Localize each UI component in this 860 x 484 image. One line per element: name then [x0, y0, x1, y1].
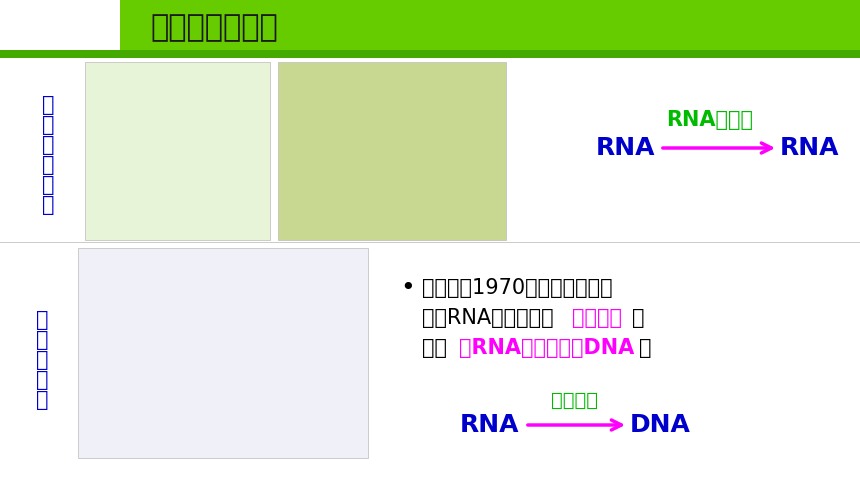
Text: RNA: RNA — [460, 413, 519, 437]
Bar — [120, 0, 860, 50]
Bar — [0, 0, 120, 80]
Text: RNA复制酶: RNA复制酶 — [666, 110, 753, 130]
Bar — [78, 248, 368, 458]
Text: 资料二：1970年，科学家在致: 资料二：1970年，科学家在致 — [422, 278, 612, 298]
Text: ，: ， — [632, 308, 644, 328]
Bar — [0, 50, 860, 58]
Bar — [85, 62, 270, 240]
Text: 以RNA为模板合成DNA: 以RNA为模板合成DNA — [459, 338, 635, 358]
Text: •: • — [400, 276, 415, 300]
Text: 中心法则的补充: 中心法则的补充 — [150, 14, 278, 43]
Bar — [0, 242, 860, 243]
Text: 艾
滋
病
病
毒: 艾 滋 病 病 毒 — [36, 310, 48, 410]
Text: RNA: RNA — [595, 136, 654, 160]
Text: RNA: RNA — [780, 136, 839, 160]
Text: 烟
草
花
叶
病
毒: 烟 草 花 叶 病 毒 — [42, 95, 54, 215]
Bar — [278, 62, 506, 240]
Text: 它能: 它能 — [422, 338, 453, 358]
Text: DNA: DNA — [630, 413, 691, 437]
Text: 。: 。 — [639, 338, 652, 358]
Text: 癌的RNA病毒中发现: 癌的RNA病毒中发现 — [422, 308, 554, 328]
Text: 逆转录酶: 逆转录酶 — [551, 391, 599, 409]
Text: 逆转录酶: 逆转录酶 — [572, 308, 622, 328]
